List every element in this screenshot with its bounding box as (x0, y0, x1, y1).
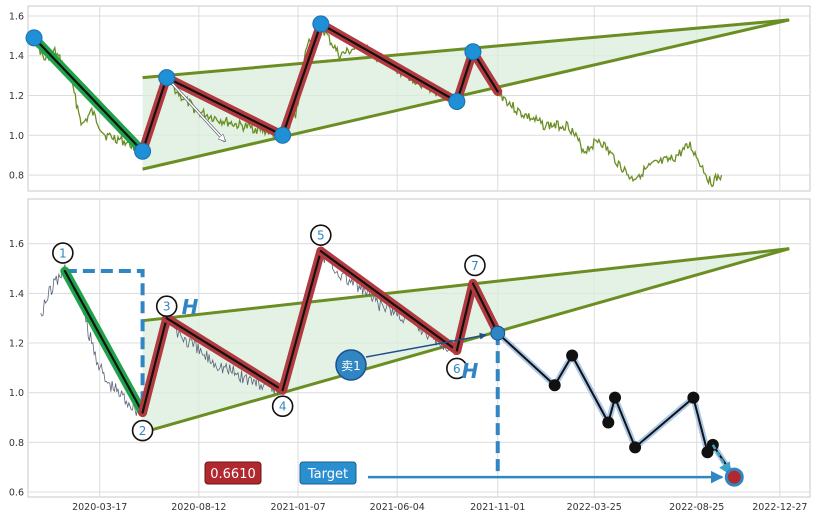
top-y-ticks: 0.8 1.0 1.2 1.4 1.6 (9, 11, 24, 181)
pivot-dot (25, 29, 43, 47)
pivot-dot (274, 126, 292, 144)
y-tick-label: 1.2 (9, 339, 24, 350)
pivot-label-1: 1 (59, 247, 67, 261)
pivot-label-2: 2 (139, 424, 147, 438)
pivot-dot (464, 43, 482, 61)
wave-segment-inner (319, 22, 458, 103)
wave-segment-inner (281, 22, 322, 137)
pivot-label-circle (464, 254, 486, 277)
projection-point (629, 441, 642, 454)
y-tick-label: 0.8 (9, 171, 24, 182)
breakout-point (490, 325, 506, 341)
bottom-annotations: H H 卖1 0.6610 Target (182, 295, 487, 485)
pivot-dot (312, 15, 330, 33)
triangle-lower-line (142, 18, 790, 171)
y-tick-label: 1.6 (9, 11, 24, 22)
projection-point (609, 391, 622, 404)
wave-segment-inner (63, 269, 144, 414)
pivot-label-circle (131, 419, 154, 442)
wave-segment-inner (455, 50, 475, 103)
top-wave-segments (29, 19, 503, 156)
bottom-projection (495, 330, 744, 487)
projection-point (687, 391, 700, 404)
y-tick-label: 1.0 (9, 131, 24, 142)
wave-segment-inner (319, 250, 458, 352)
bottom-panel: 0.60.81.01.21.41.6 2020-03-17 2020-08-12 2… (9, 198, 811, 513)
target-value-text: 0.6610 (210, 467, 256, 482)
bottom-triangle (142, 247, 790, 434)
triangle-lower-line (142, 247, 790, 434)
x-tick-label: 2022-08-25 (669, 502, 724, 513)
pivot-label-5: 5 (317, 229, 325, 243)
x-tick-label: 2021-01-07 (270, 502, 325, 513)
pivot-label-7: 7 (471, 259, 479, 273)
target-button-background (299, 461, 357, 485)
target-value-box: 0.6610 (204, 461, 262, 485)
wave-segment-inner (281, 250, 322, 392)
pivot-label-circle (52, 242, 74, 264)
x-tick-label: 2022-12-27 (752, 502, 807, 513)
y-tick-label: 1.6 (9, 239, 24, 250)
sell-badge-circle (335, 349, 367, 381)
dashed-height-box (64, 269, 145, 413)
y-tick-label: 0.8 (9, 438, 24, 449)
pivot-dot (134, 142, 152, 160)
pivot-dot (158, 69, 176, 87)
projection-final-arrow (711, 444, 732, 476)
y-tick-label: 0.6 (9, 488, 24, 499)
pivot-label-3: 3 (163, 300, 171, 314)
x-tick-label: 2020-08-12 (171, 502, 226, 513)
pivot-label-circle (155, 295, 178, 318)
top-arrow (165, 76, 227, 142)
target-value-background (204, 461, 262, 485)
bottom-wave-segments (60, 246, 503, 418)
x-tick-label: 2020-03-17 (72, 502, 127, 513)
top-pivot-points (25, 15, 482, 160)
triangle-upper-line (142, 247, 790, 323)
top-panel: 0.8 1.0 1.2 1.4 1.6 (9, 5, 811, 192)
y-tick-label: 1.4 (9, 289, 24, 300)
wave-segment-inner (471, 282, 499, 335)
pivot-label-circle (310, 224, 332, 246)
sell-badge-label: 卖1 (341, 359, 361, 373)
bottom-height-marker (368, 325, 724, 484)
bottom-dashed-box (64, 269, 145, 413)
x-tick-label: 2021-11-01 (470, 502, 525, 513)
target-button: Target (299, 461, 357, 485)
sell-arrow (365, 332, 487, 358)
projection-point (602, 416, 615, 429)
x-tick-label: 2022-03-25 (567, 502, 622, 513)
projection-point (548, 379, 561, 392)
pivot-label-circle (446, 357, 468, 380)
y-tick-label: 1.0 (9, 388, 24, 399)
bottom-x-ticks: 2020-03-17 2020-08-12 2021-01-07 2021-06-04… (72, 502, 807, 513)
wave-segment-inner (141, 317, 168, 414)
pivot-label-6: 6 (453, 362, 461, 376)
arrow-shaft (166, 77, 225, 142)
target-point (724, 467, 744, 487)
sell-badge: 卖1 (335, 332, 487, 381)
target-button-label: Target (307, 467, 348, 482)
bottom-y-ticks: 0.6 0.8 1.0 1.2 1.4 1.6 (9, 239, 24, 498)
wave-segment-inner (32, 36, 144, 153)
height-label-left: H (182, 295, 199, 319)
y-tick-label: 1.2 (9, 91, 24, 102)
wave-segment-inner (165, 76, 284, 137)
pivot-dot (448, 92, 466, 110)
pivot-label-circle (271, 395, 294, 418)
height-label-right: H (462, 359, 479, 383)
wave-segment-inner (141, 76, 168, 153)
wave-segment-inner (165, 317, 284, 392)
pivot-label-4: 4 (279, 400, 287, 414)
bottom-pivot-labels: 1 2 3 4 5 6 7 (52, 224, 486, 442)
x-tick-label: 2021-06-04 (370, 502, 425, 513)
projection-point (566, 349, 579, 362)
y-tick-label: 1.4 (9, 51, 24, 62)
